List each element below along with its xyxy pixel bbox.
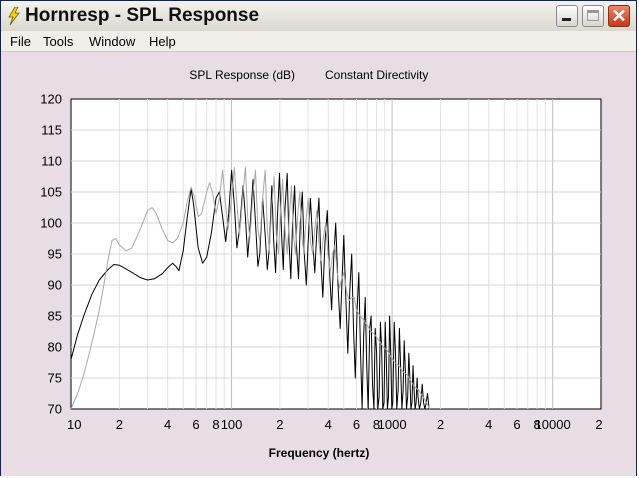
data-series (70, 166, 431, 410)
x-tick-label: 10 (67, 417, 81, 432)
x-tick-label: 2 (437, 417, 444, 432)
chart-area: 120 115 110 105 100 95 90 85 80 75 70 10 2 4 6 8 100 2 4 6… (1, 52, 636, 476)
chart-subtitle: Constant Directivity (325, 68, 428, 82)
y-tick-label: 80 (48, 340, 62, 355)
y-tick-label: 110 (41, 154, 62, 169)
y-tick-label: 70 (48, 402, 62, 417)
close-button[interactable]: ✕ (608, 5, 630, 27)
y-tick-label: 75 (48, 371, 62, 386)
y-tick-label: 90 (48, 278, 62, 293)
x-tick-label: 2 (276, 417, 283, 432)
x-tick-label: 6 (192, 417, 199, 432)
series-line-1 (70, 169, 430, 410)
x-tick-label: 6 (353, 417, 360, 432)
x-tick-label: 2 (116, 417, 123, 432)
window-title: Hornresp - SPL Response (25, 5, 260, 26)
app-icon (8, 7, 20, 25)
y-tick-label: 95 (48, 247, 62, 262)
y-tick-label: 120 (40, 92, 62, 107)
y-axis-ticks: 120 115 110 105 100 95 90 85 80 75 70 (40, 92, 62, 417)
close-icon: ✕ (611, 6, 627, 26)
y-tick-label: 100 (40, 216, 62, 231)
x-tick-label: 8 (533, 417, 540, 432)
menu-tools[interactable]: Tools (43, 34, 74, 49)
x-tick-label: 4 (325, 417, 332, 432)
y-tick-label: 115 (41, 123, 62, 138)
title-bar[interactable]: Hornresp - SPL Response ✕ (1, 1, 636, 32)
menu-window[interactable]: Window (89, 34, 136, 49)
grid-lines (71, 99, 601, 409)
menu-file[interactable]: File (10, 34, 31, 49)
menu-bar: File Tools Window Help (1, 31, 636, 52)
x-tick-label: 1000 (378, 417, 407, 432)
series-line-2 (70, 166, 431, 410)
x-tick-label: 100 (221, 417, 243, 432)
x-tick-label: 4 (485, 417, 492, 432)
x-tick-label: 8 (212, 417, 219, 432)
maximize-icon (587, 10, 599, 21)
x-tick-label: 8 (373, 417, 380, 432)
x-tick-label: 10000 (535, 417, 571, 432)
menu-help[interactable]: Help (149, 34, 176, 49)
chart-title: SPL Response (dB) (189, 68, 295, 82)
x-tick-label: 4 (164, 417, 171, 432)
y-tick-label: 105 (40, 185, 62, 200)
minimize-icon (562, 18, 571, 21)
y-tick-label: 85 (48, 309, 62, 324)
x-tick-label: 6 (513, 417, 520, 432)
x-axis-label: Frequency (hertz) (269, 446, 370, 460)
maximize-button[interactable] (582, 5, 604, 27)
minimize-button[interactable] (556, 5, 578, 27)
x-tick-label: 2 (595, 417, 602, 432)
